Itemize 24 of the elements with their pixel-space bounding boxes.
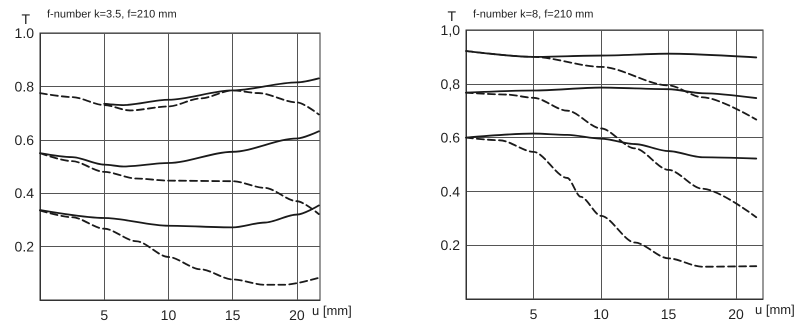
x-tick-label: 20	[289, 307, 305, 323]
y-axis-title: T	[447, 8, 456, 24]
x-axis-title: u [mm]	[755, 302, 795, 317]
x-tick-label: 15	[660, 306, 676, 322]
x-tick-label: 5	[100, 307, 108, 323]
y-tick-label: 0.2	[440, 237, 460, 254]
y-axis-title: T	[21, 11, 30, 28]
y-tick-label: 1.0	[14, 25, 34, 41]
y-tick-label: 0.2	[14, 238, 34, 255]
x-axis-title: u [mm]	[312, 303, 352, 318]
x-tick-label: 10	[593, 306, 609, 322]
x-tick-label: 5	[530, 306, 538, 322]
chart-title: f-number k=3.5, f=210 mm	[47, 8, 177, 20]
y-tick-label: 1,0	[440, 22, 460, 38]
chart-title: f-number k=8, f=210 mm	[473, 8, 594, 20]
x-tick-label: 10	[160, 307, 176, 323]
y-tick-label: 0.8	[14, 78, 34, 94]
x-tick-label: 20	[728, 306, 744, 322]
y-tick-label: 0.4	[14, 185, 34, 202]
y-tick-label: 0,8	[440, 76, 460, 92]
y-tick-label: 0.6	[440, 130, 460, 146]
y-tick-label: 0.4	[440, 183, 460, 200]
x-tick-label: 15	[224, 307, 241, 323]
y-tick-label: 0.6	[14, 132, 34, 148]
